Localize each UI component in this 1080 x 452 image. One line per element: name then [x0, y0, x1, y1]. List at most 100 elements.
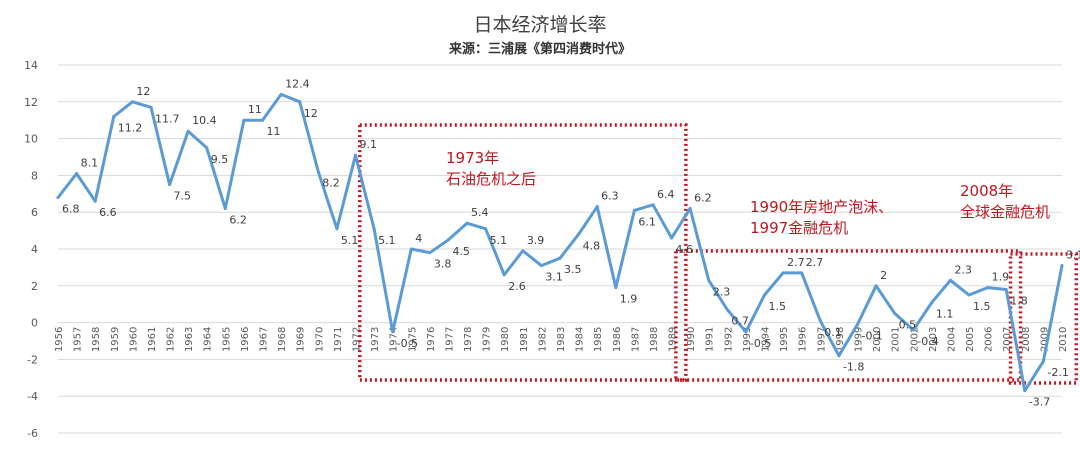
data-label: 9.1 [359, 138, 377, 151]
x-tick-label: 2002 [909, 327, 920, 352]
x-tick-label: 1998 [835, 327, 846, 352]
annotation-box-bubble-crisis [674, 249, 1023, 382]
y-tick-label: 0 [31, 317, 38, 330]
x-tick-label: 1993 [742, 327, 753, 352]
data-point [465, 221, 469, 225]
data-point [763, 293, 767, 297]
data-label: 8.2 [322, 177, 340, 190]
data-point [223, 207, 227, 211]
data-label: 3.5 [564, 263, 582, 276]
data-point [893, 311, 897, 315]
x-tick-label: 1960 [128, 327, 139, 352]
data-label: 1.1 [936, 307, 954, 320]
x-tick-label: 1999 [853, 327, 864, 352]
data-point [353, 153, 357, 157]
data-label: 1.5 [973, 300, 991, 313]
data-point [75, 172, 79, 176]
data-point [800, 271, 804, 275]
data-point [725, 308, 729, 312]
x-tick-label: 1995 [779, 327, 790, 352]
data-point [502, 273, 506, 277]
x-tick-label: 1974 [389, 327, 400, 352]
data-label: 2.3 [954, 263, 972, 276]
y-tick-label: 2 [31, 280, 38, 293]
data-label: 4.5 [452, 245, 470, 258]
data-point [93, 199, 97, 203]
data-point [781, 271, 785, 275]
x-tick-label: 1982 [537, 327, 548, 352]
x-tick-label: 2001 [891, 327, 902, 352]
data-point [1060, 264, 1064, 268]
data-point [948, 278, 952, 282]
data-point [632, 208, 636, 212]
data-label: 6.2 [694, 192, 712, 205]
x-tick-label: 1964 [203, 327, 214, 352]
x-tick-label: 1980 [500, 327, 511, 352]
x-tick-label: 1966 [240, 327, 251, 352]
y-tick-label: -2 [27, 353, 38, 366]
x-tick-label: 1984 [575, 327, 586, 352]
data-label: 6.2 [229, 214, 247, 227]
data-point [316, 170, 320, 174]
data-label: 5.1 [341, 234, 359, 247]
annotation-global-crisis: 2008年 全球金融危机 [960, 182, 1051, 221]
data-point [335, 227, 339, 231]
data-label: -2.1 [1047, 366, 1068, 379]
data-point [298, 100, 302, 104]
data-point [521, 249, 525, 253]
x-tick-label: 2009 [1039, 327, 1050, 352]
x-tick-label: 1970 [314, 327, 325, 352]
data-label: -0.5 [397, 337, 418, 350]
data-label: 8.1 [81, 157, 99, 170]
data-label: 10.4 [192, 114, 217, 127]
data-point [967, 293, 971, 297]
data-point [130, 100, 134, 104]
data-label: -0.4 [917, 335, 938, 348]
data-point [242, 118, 246, 122]
data-label: 0.1 [824, 326, 842, 339]
x-tick-label: 1963 [184, 327, 195, 352]
data-label: 1.9 [992, 271, 1010, 284]
data-point [707, 278, 711, 282]
data-label: 12 [136, 85, 150, 98]
data-point [279, 92, 283, 96]
data-label: 2.7 [787, 256, 805, 269]
x-tick-label: 1985 [593, 327, 604, 352]
data-point [986, 286, 990, 290]
data-label: 4.8 [583, 239, 601, 252]
x-tick-label: 1986 [612, 327, 623, 352]
x-tick-label: 1969 [296, 327, 307, 352]
data-point [595, 205, 599, 209]
x-tick-label: 1972 [351, 327, 362, 352]
data-label: 5.1 [378, 234, 396, 247]
x-tick-label: 1957 [73, 327, 84, 352]
data-point [409, 247, 413, 251]
data-point [261, 118, 265, 122]
data-label: 9.5 [211, 153, 229, 166]
data-label: 3.8 [434, 258, 452, 271]
data-point [446, 238, 450, 242]
y-tick-label: 6 [31, 206, 38, 219]
data-label: -0.1 [861, 329, 882, 342]
x-tick-label: 1994 [761, 327, 772, 352]
y-tick-label: 12 [24, 96, 38, 109]
data-label: -1.8 [843, 361, 864, 374]
data-label: 0.7 [731, 315, 749, 328]
data-label: 1.9 [620, 293, 638, 306]
data-label: 7.5 [174, 190, 192, 203]
data-label: 2 [880, 269, 887, 282]
data-point [428, 251, 432, 255]
x-tick-label: 1978 [463, 327, 474, 352]
x-tick-label: 1959 [110, 327, 121, 352]
x-tick-label: 2005 [965, 327, 976, 352]
annotation-bubble-crisis: 1990年房地产泡沫、 1997金融危机 [750, 198, 894, 237]
data-point [205, 146, 209, 150]
data-point [651, 203, 655, 207]
data-point [818, 319, 822, 323]
y-tick-label: 4 [31, 243, 38, 256]
data-label: 0.5 [899, 318, 917, 331]
data-label: 12.4 [285, 77, 310, 90]
data-point [168, 183, 172, 187]
data-label: 2.6 [508, 280, 526, 293]
data-point [391, 330, 395, 334]
